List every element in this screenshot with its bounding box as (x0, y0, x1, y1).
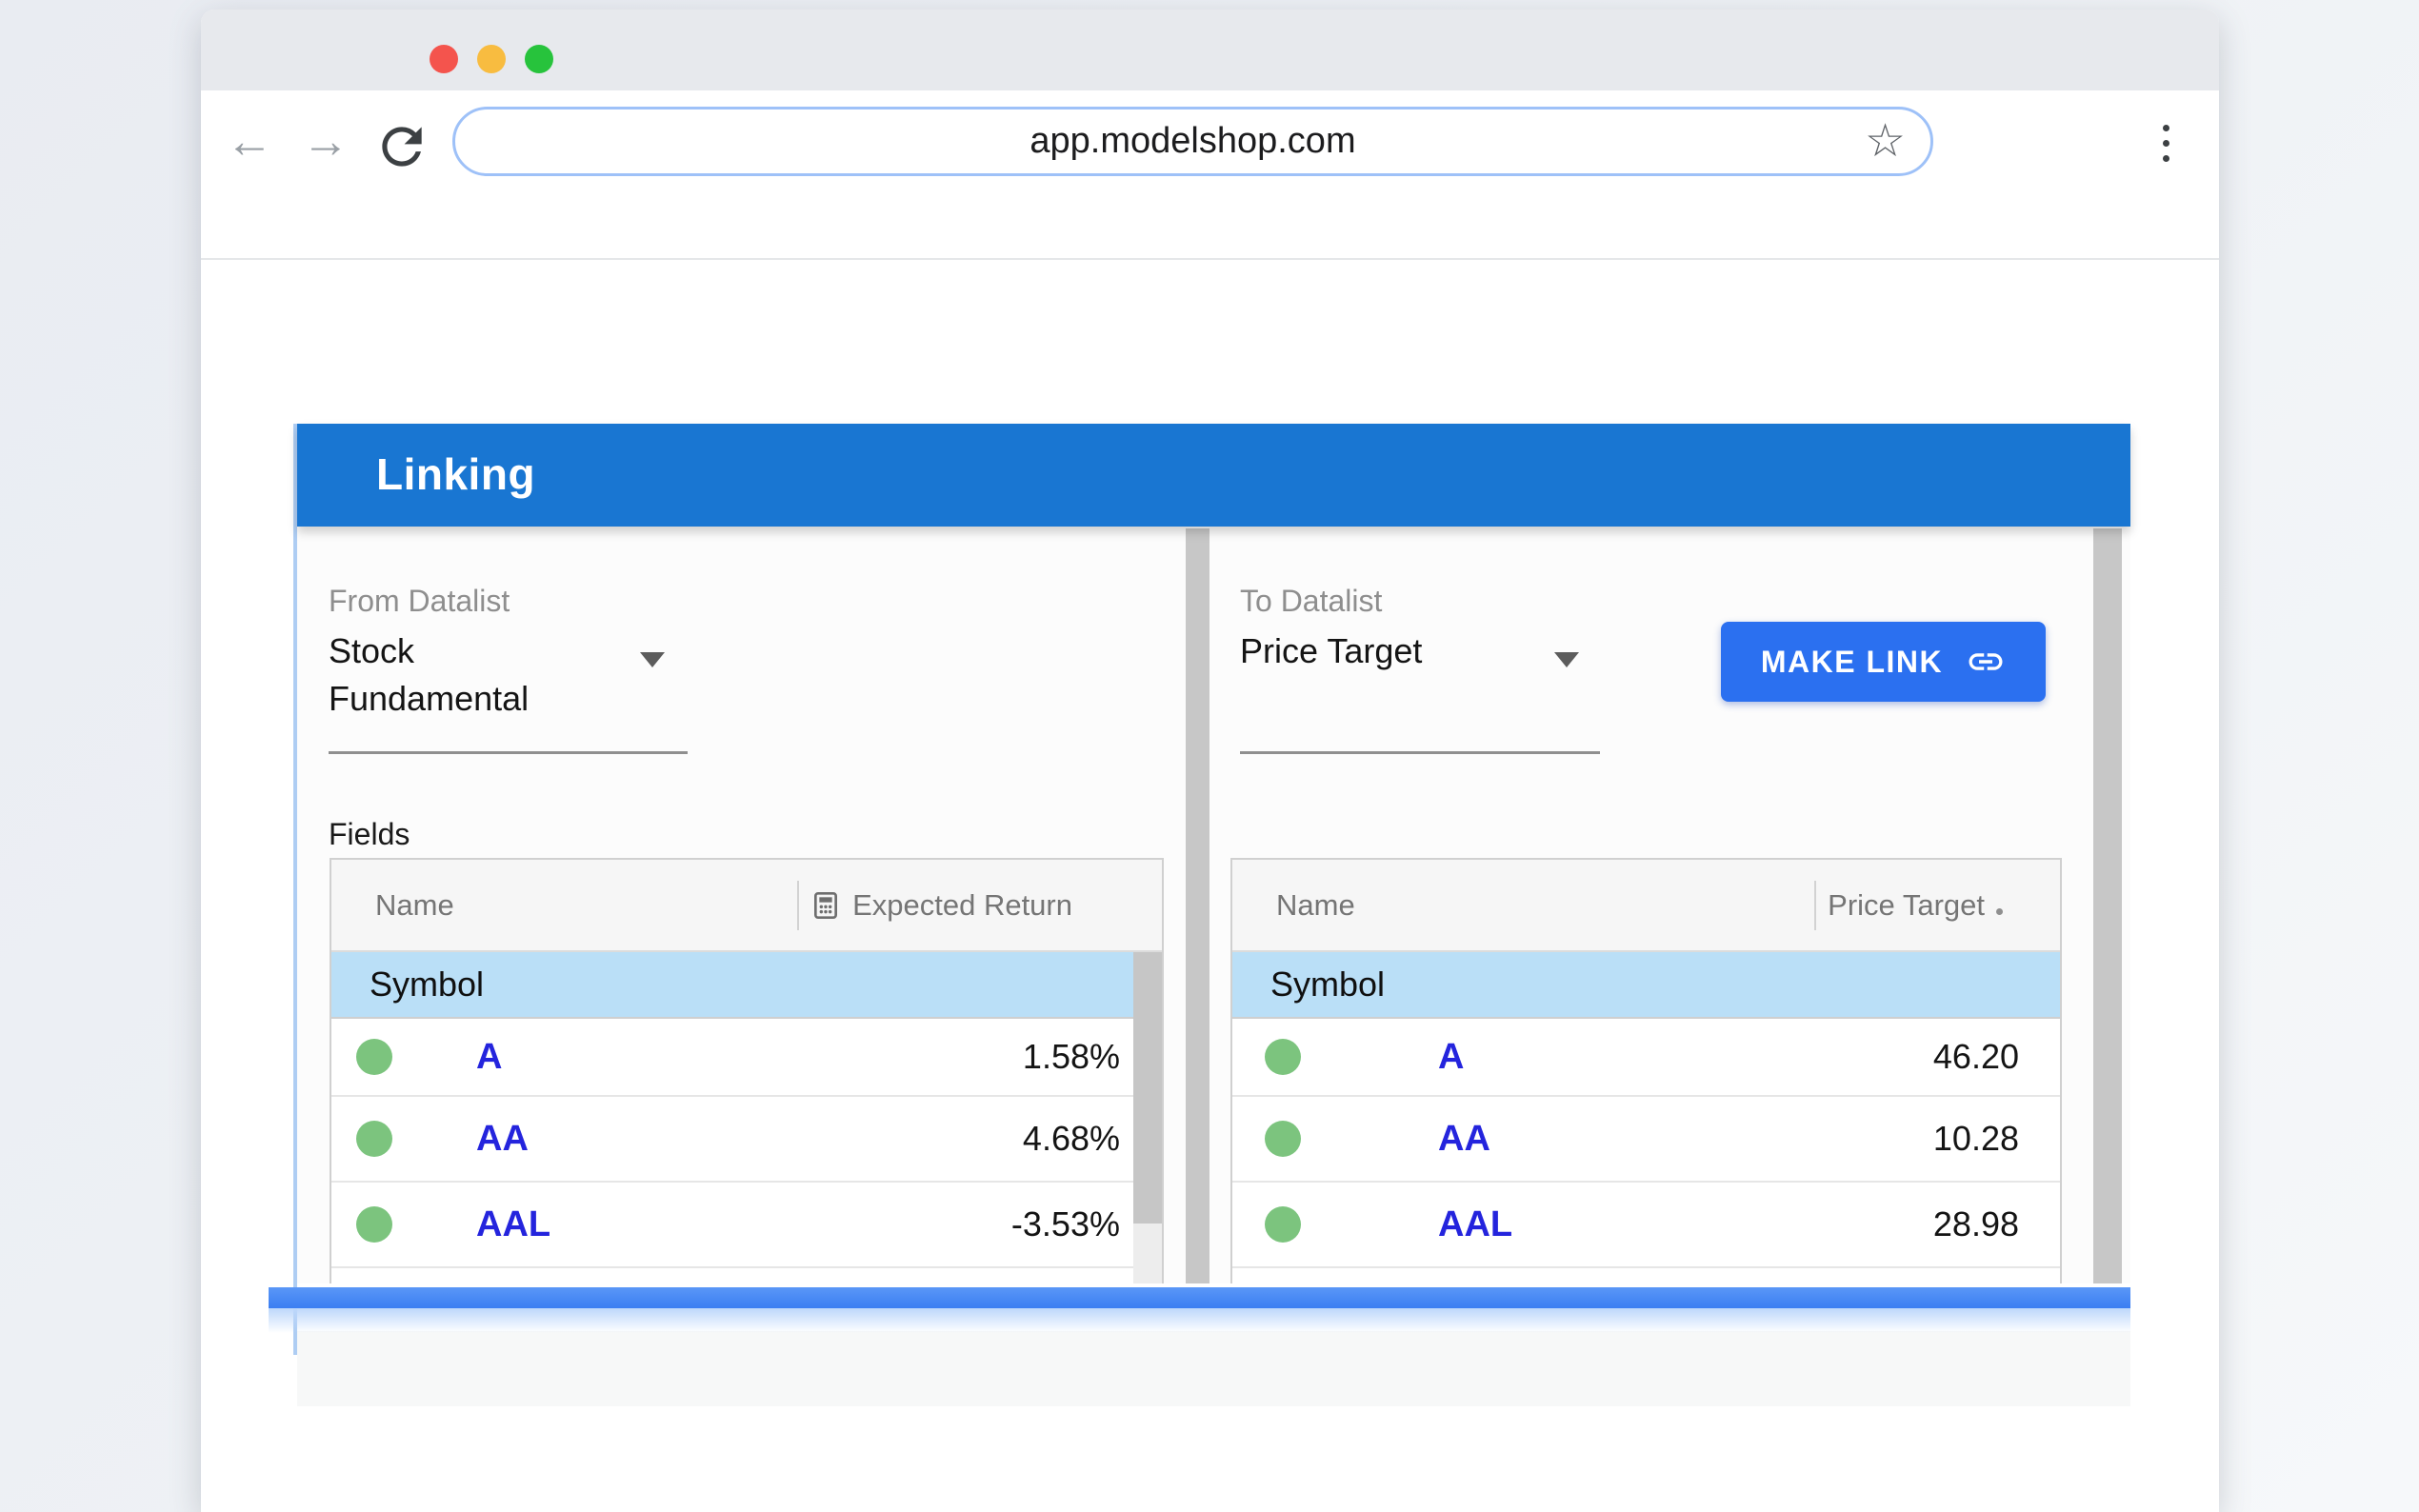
scrollbar-thumb[interactable] (1133, 952, 1162, 1224)
table-row[interactable]: A 1.58% (331, 1019, 1162, 1097)
status-dot-icon (356, 1039, 392, 1075)
row-value: -3.53% (1010, 1204, 1120, 1243)
name-column-header[interactable]: Name (1276, 888, 1355, 922)
link-icon (1969, 653, 2003, 670)
make-link-button[interactable]: MAKE LINK (1721, 622, 2046, 702)
column-divider (797, 880, 800, 930)
row-value: 10.28 (1932, 1119, 2019, 1158)
status-dot-icon (356, 1206, 392, 1243)
browser-window: ← → app.modelshop.com ☆ Linking (201, 10, 2219, 1512)
forward-icon[interactable]: → (302, 114, 350, 168)
address-bar[interactable]: app.modelshop.com ☆ (452, 107, 1933, 176)
dialog-header: Linking (297, 424, 2130, 527)
to-datalist-label: To Datalist (1240, 584, 1383, 618)
browser-menu-icon[interactable] (2142, 111, 2189, 174)
close-window-icon[interactable] (430, 45, 458, 73)
from-fields-table: Name (330, 858, 1164, 1283)
name-column-header[interactable]: Name (375, 888, 454, 922)
row-value: 4.68% (1022, 1119, 1120, 1158)
reload-icon[interactable] (372, 117, 431, 176)
from-select-underline (329, 751, 688, 754)
row-symbol: AAL (1438, 1204, 1513, 1244)
row-value: 1.58% (1022, 1037, 1120, 1076)
chevron-down-icon[interactable] (640, 652, 665, 667)
fields-label: Fields (329, 817, 410, 851)
to-select-underline (1240, 751, 1600, 754)
url-text: app.modelshop.com (1030, 121, 1356, 161)
linking-dialog: Linking From Datalist Stock Fundamental … (269, 424, 2134, 1406)
browser-titlebar (201, 10, 2219, 90)
make-link-label: MAKE LINK (1760, 644, 1944, 679)
table-row[interactable]: AA 10.28 (1232, 1097, 2060, 1183)
from-datalist-select[interactable]: Stock Fundamental (329, 631, 530, 718)
to-datalist-select[interactable]: Price Target (1240, 631, 1423, 670)
key-row-label: Symbol (1270, 965, 1386, 1004)
back-icon[interactable]: ← (226, 114, 273, 168)
row-symbol: AAL (476, 1204, 551, 1244)
table-row[interactable]: AA 4.68% (331, 1097, 1162, 1183)
value-column-header[interactable]: Expected Return (852, 887, 1072, 922)
dialog-body: From Datalist Stock Fundamental Fields T… (297, 527, 2130, 1283)
symbol-key-row[interactable]: Symbol (1232, 952, 2060, 1019)
row-value: 46.20 (1932, 1037, 2019, 1076)
dialog-bottom-glow (269, 1308, 2130, 1333)
bookmark-star-icon[interactable]: ☆ (1864, 116, 1906, 167)
dialog-footer (297, 1331, 2130, 1406)
table-row[interactable]: AAL -3.53% (331, 1183, 1162, 1268)
panel-divider-scrollbar[interactable] (1186, 528, 1210, 1283)
minimize-window-icon[interactable] (477, 45, 506, 73)
maximize-window-icon[interactable] (525, 45, 553, 73)
key-row-label: Symbol (370, 965, 485, 1004)
browser-toolbar: ← → app.modelshop.com ☆ (201, 90, 2219, 260)
dialog-title: Linking (376, 449, 536, 499)
table-row[interactable]: AAL 28.98 (1232, 1183, 2060, 1268)
table-scrollbar[interactable] (1133, 952, 1162, 1283)
calculator-icon (814, 891, 838, 919)
to-fields-table: Name Price Target Symbol (1230, 858, 2062, 1283)
row-symbol: AA (476, 1118, 529, 1159)
row-symbol: AA (1438, 1118, 1490, 1159)
column-divider (1814, 880, 1817, 930)
status-dot-icon (1265, 1206, 1301, 1243)
table-row[interactable]: A 46.20 (1232, 1019, 2060, 1097)
status-dot-icon (1265, 1121, 1301, 1157)
symbol-key-row[interactable]: Symbol (331, 952, 1162, 1019)
table-header-row: Name Price Target (1232, 860, 2060, 952)
row-symbol: A (476, 1036, 503, 1077)
dialog-bottom-scrollbar[interactable] (269, 1287, 2130, 1308)
row-value: 28.98 (1932, 1204, 2019, 1243)
status-dot-icon (1265, 1039, 1301, 1075)
dialog-scrollbar[interactable] (2093, 528, 2122, 1283)
status-dot-icon (356, 1121, 392, 1157)
from-datalist-label: From Datalist (329, 584, 510, 618)
row-symbol: A (1438, 1036, 1465, 1077)
value-column-header[interactable]: Price Target (1828, 887, 1985, 922)
header-dot-icon (1996, 908, 2003, 915)
chevron-down-icon[interactable] (1554, 652, 1579, 667)
dialog-left-edge (293, 424, 297, 1355)
table-header-row: Name (331, 860, 1162, 952)
